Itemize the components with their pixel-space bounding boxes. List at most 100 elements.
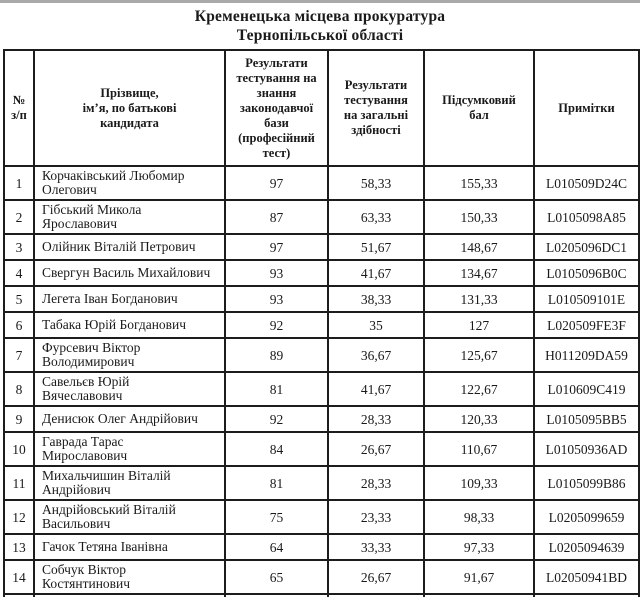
general-test-score-cell: 26,67 (327, 559, 425, 595)
prof-test-score-cell: 93 (224, 285, 329, 313)
total-score-cell: 127 (423, 311, 535, 339)
general-test-score-cell: 33,33 (327, 533, 425, 561)
table-header: № з/п Прізвище, ім’я, по батькові кандид… (3, 49, 640, 167)
row-number-cell: 4 (3, 259, 35, 287)
header-number: № з/п (3, 49, 35, 167)
total-score-cell: 125,67 (423, 337, 535, 373)
prof-test-score-cell: 87 (224, 199, 329, 235)
row-number-cell: 10 (3, 431, 35, 467)
general-test-score-cell: 58,33 (327, 165, 425, 201)
table-row: 9 Денисюк Олег Андрійович 92 28,33 120,33 L01… (3, 405, 640, 433)
prof-test-score-cell: 68 (224, 593, 329, 597)
candidate-name-cell: Гаврада Тарас Мирославович (33, 431, 226, 467)
page-title: Кременецька місцева прокуратура Тернопіл… (194, 8, 446, 44)
table-row: 2 Гібський Микола Ярославович 87 63,33 150,3… (3, 199, 640, 235)
general-test-score-cell: 23,33 (327, 499, 425, 535)
candidate-name-cell: Михальчишин Віталій Андрійович (33, 465, 226, 501)
general-test-score-cell: 36,67 (327, 337, 425, 373)
general-test-score-cell: 38,33 (327, 285, 425, 313)
candidate-name-cell: Савельєв Юрій Вячеславович (33, 371, 226, 407)
candidate-name-cell: Корчаківський Любомир Олегович (33, 165, 226, 201)
row-number-cell: 2 (3, 199, 35, 235)
table-row: 4 Свергун Василь Михайлович 93 41,67 134,67 L… (3, 259, 640, 287)
table-body: 1 Корчаківський Любомир Олегович 97 58,33 15… (3, 165, 640, 597)
table-row: 7 Фурсевич Віктор Володимирович 89 36,67 125… (3, 337, 640, 373)
total-score-cell: 150,33 (423, 199, 535, 235)
general-test-score-cell: 41,67 (327, 259, 425, 287)
total-score-cell: 148,67 (423, 233, 535, 261)
row-number-cell: 8 (3, 371, 35, 407)
prof-test-score-cell: 97 (224, 233, 329, 261)
header-total-score: Підсумковий бал (423, 49, 535, 167)
note-code-cell: L010509D24C (533, 165, 640, 201)
row-number-cell: 14 (3, 559, 35, 595)
prof-test-score-cell: 89 (224, 337, 329, 373)
prof-test-score-cell: 64 (224, 533, 329, 561)
row-number-cell: 6 (3, 311, 35, 339)
note-code-cell: L010609C419 (533, 371, 640, 407)
prof-test-score-cell: 65 (224, 559, 329, 595)
table-row: 14 Собчук Віктор Костянтинович 65 26,67 91,6… (3, 559, 640, 595)
prof-test-score-cell: 93 (224, 259, 329, 287)
table-header-row: № з/п Прізвище, ім’я, по батькові кандид… (3, 49, 640, 167)
prof-test-score-cell: 81 (224, 371, 329, 407)
note-code-cell: L0105098A85 (533, 199, 640, 235)
total-score-cell: 110,67 (423, 431, 535, 467)
prof-test-score-cell: 92 (224, 405, 329, 433)
candidate-name-cell: Олійник Віталій Петрович (33, 233, 226, 261)
total-score-cell: 155,33 (423, 165, 535, 201)
total-score-cell: 91,67 (423, 559, 535, 595)
note-code-cell: L020509FE3F (533, 311, 640, 339)
scan-top-edge (0, 0, 640, 3)
total-score-cell: 120,33 (423, 405, 535, 433)
table-row: 13 Гачок Тетяна Іванівна 64 33,33 97,33 L0205… (3, 533, 640, 561)
total-score-cell: 81,33 (423, 593, 535, 597)
prof-test-score-cell: 84 (224, 431, 329, 467)
table-row: 15Бабачук Тетяна Вячеславівна6813,3381,3… (3, 593, 640, 597)
total-score-cell: 134,67 (423, 259, 535, 287)
header-prof-test: Результати тестування на знання законода… (224, 49, 329, 167)
prof-test-score-cell: 97 (224, 165, 329, 201)
total-score-cell: 97,33 (423, 533, 535, 561)
note-code-cell: L0105096B0C (533, 259, 640, 287)
note-code-cell: H011209DA59 (533, 337, 640, 373)
header-notes: Примітки (533, 49, 640, 167)
candidate-name-cell: Легета Іван Богданович (33, 285, 226, 313)
table-row: 11 Михальчишин Віталій Андрійович 81 28,33 1… (3, 465, 640, 501)
candidate-name-cell: Свергун Василь Михайлович (33, 259, 226, 287)
row-number-cell: 1 (3, 165, 35, 201)
table-row: 6 Табака Юрій Богданович 92 35 127 L020509FE3… (3, 311, 640, 339)
prof-test-score-cell: 92 (224, 311, 329, 339)
general-test-score-cell: 35 (327, 311, 425, 339)
header-general-test: Результати тестування на загальні здібно… (327, 49, 425, 167)
table-row: 1 Корчаківський Любомир Олегович 97 58,33 15… (3, 165, 640, 201)
general-test-score-cell: 13,33 (327, 593, 425, 597)
results-table: № з/п Прізвище, ім’я, по батькові кандид… (3, 49, 640, 597)
candidate-name-cell: Табака Юрій Богданович (33, 311, 226, 339)
row-number-cell: 9 (3, 405, 35, 433)
candidate-name-cell: Андрійовський Віталій Васильович (33, 499, 226, 535)
row-number-cell: 11 (3, 465, 35, 501)
table-row: 5 Легета Іван Богданович 93 38,33 131,33 L010… (3, 285, 640, 313)
header-candidate: Прізвище, ім’я, по батькові кандидата (33, 49, 226, 167)
total-score-cell: 109,33 (423, 465, 535, 501)
general-test-score-cell: 28,33 (327, 405, 425, 433)
total-score-cell: 122,67 (423, 371, 535, 407)
note-code-cell: L01050936AD (533, 431, 640, 467)
note-code-cell: L02050941BD (533, 559, 640, 595)
candidate-name-cell: Гачок Тетяна Іванівна (33, 533, 226, 561)
row-number-cell: 7 (3, 337, 35, 373)
total-score-cell: 98,33 (423, 499, 535, 535)
row-number-cell: 12 (3, 499, 35, 535)
note-code-cell: L0205099659 (533, 499, 640, 535)
prof-test-score-cell: 75 (224, 499, 329, 535)
row-number-cell: 13 (3, 533, 35, 561)
candidate-name-cell: Собчук Віктор Костянтинович (33, 559, 226, 595)
candidate-name-cell: Фурсевич Віктор Володимирович (33, 337, 226, 373)
general-test-score-cell: 51,67 (327, 233, 425, 261)
candidate-name-cell: Денисюк Олег Андрійович (33, 405, 226, 433)
table-row: 10 Гаврада Тарас Мирославович 84 26,67 110,6… (3, 431, 640, 467)
general-test-score-cell: 63,33 (327, 199, 425, 235)
general-test-score-cell: 41,67 (327, 371, 425, 407)
